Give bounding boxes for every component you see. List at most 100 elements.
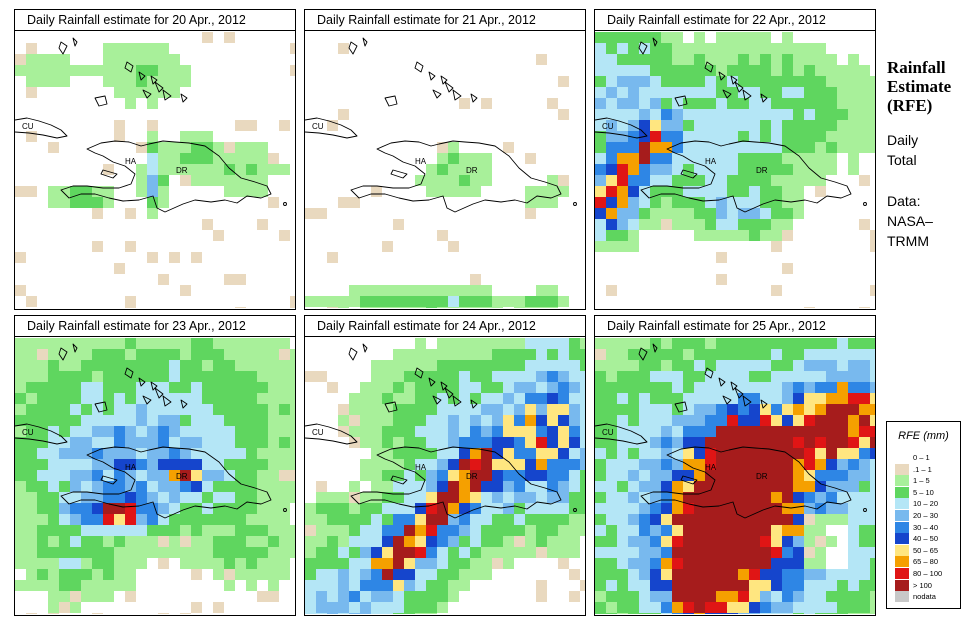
rainfall-cell [404, 371, 415, 382]
rainfall-cell [257, 525, 268, 536]
rainfall-cell [628, 558, 639, 569]
rainfall-cell [125, 558, 136, 569]
rainfall-cell [169, 459, 180, 470]
rainfall-cell [804, 382, 815, 393]
rainfall-cell [569, 547, 580, 558]
rainfall-cell [672, 219, 683, 230]
rainfall-cell [705, 602, 716, 613]
rainfall-cell [202, 164, 213, 175]
rainfall-cell [716, 580, 727, 591]
rainfall-cell [771, 613, 782, 614]
rainfall-cell [136, 87, 147, 98]
rainfall-cell [705, 547, 716, 558]
rainfall-cell [694, 338, 705, 349]
rainfall-cell [213, 349, 224, 360]
rainfall-cell [426, 426, 437, 437]
rainfall-cell [804, 448, 815, 459]
rainfall-cell [81, 459, 92, 470]
rainfall-cell [92, 186, 103, 197]
rainfall-cell [815, 481, 826, 492]
rainfall-cell [683, 197, 694, 208]
rainfall-cell [426, 481, 437, 492]
rainfall-cell [305, 296, 316, 307]
rainfall-cell [371, 307, 382, 308]
rainfall-cell [672, 208, 683, 219]
rainfall-cell [437, 580, 448, 591]
rainfall-cell [426, 547, 437, 558]
rainfall-cell [760, 459, 771, 470]
rainfall-cell [235, 175, 246, 186]
rainfall-cell [815, 109, 826, 120]
coast-path [674, 95, 688, 107]
rainfall-cell [694, 208, 705, 219]
rainfall-cell [661, 54, 672, 65]
rainfall-cell [514, 338, 525, 349]
rainfall-cell [213, 371, 224, 382]
rainfall-cell [558, 382, 569, 393]
rainfall-cell [639, 208, 650, 219]
rainfall-cell [224, 470, 235, 481]
rainfall-cell [628, 32, 639, 43]
rainfall-cell [580, 338, 585, 349]
rainfall-cell [628, 87, 639, 98]
rainfall-cell [213, 459, 224, 470]
rainfall-cell [92, 470, 103, 481]
coast-path [742, 89, 752, 101]
rainfall-cell [404, 547, 415, 558]
rainfall-cell [859, 415, 870, 426]
rainfall-cell [782, 76, 793, 87]
rainfall-cell [147, 360, 158, 371]
rainfall-cell [246, 437, 257, 448]
rainfall-cell [749, 197, 760, 208]
rainfall-cell [595, 613, 606, 614]
rainfall-cell [382, 437, 393, 448]
rainfall-cell [782, 98, 793, 109]
rainfall-cell [316, 492, 327, 503]
rainfall-cell [81, 580, 92, 591]
rainfall-cell [782, 459, 793, 470]
rainfall-cell [782, 602, 793, 613]
rainfall-cell [580, 371, 585, 382]
rainfall-cell [81, 569, 92, 580]
rainfall-cell [492, 514, 503, 525]
rainfall-cells [595, 338, 875, 614]
rainfall-cell [859, 98, 870, 109]
rainfall-cell [59, 426, 70, 437]
rainfall-cell [705, 54, 716, 65]
coast-path [180, 399, 188, 409]
rainfall-cell [415, 404, 426, 415]
legend-label: 20 – 30 [913, 511, 939, 520]
rainfall-cell [470, 360, 481, 371]
rainfall-cell [382, 285, 393, 296]
coast-path [638, 347, 648, 361]
rainfall-cell [815, 120, 826, 131]
rainfall-cell [661, 448, 672, 459]
rainfall-cell [360, 514, 371, 525]
rainfall-cell [59, 580, 70, 591]
rainfall-cell [114, 131, 125, 142]
rainfall-cell [558, 76, 569, 87]
rainfall-cell [650, 514, 661, 525]
rainfall-cell [826, 131, 837, 142]
rainfall-cell [37, 525, 48, 536]
rainfall-cell [382, 602, 393, 613]
rainfall-cell [360, 296, 371, 307]
rainfall-cell [826, 76, 837, 87]
rainfall-cell [661, 87, 672, 98]
rainfall-cell [426, 371, 437, 382]
rainfall-cell [870, 613, 875, 614]
rainfall-cell [48, 558, 59, 569]
rainfall-cell [595, 415, 606, 426]
rainfall-cell [48, 142, 59, 153]
rainfall-cell [826, 448, 837, 459]
rainfall-cell [782, 580, 793, 591]
rainfall-cell [191, 525, 202, 536]
rainfall-map: CU HA DR [595, 32, 875, 308]
rainfall-cell [525, 360, 536, 371]
rainfall-cell [536, 492, 547, 503]
rainfall-cell [191, 426, 202, 437]
rainfall-cell [815, 338, 826, 349]
rainfall-cell [672, 349, 683, 360]
rainfall-cell [382, 393, 393, 404]
rainfall-cell [316, 536, 327, 547]
